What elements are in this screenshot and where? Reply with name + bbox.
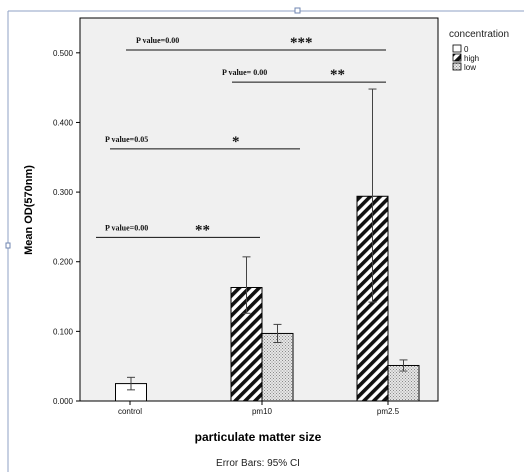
significance-stars: *** xyxy=(290,35,313,51)
x-tick-label: pm10 xyxy=(252,407,273,416)
x-axis: control pm10 pm2.5 xyxy=(118,401,400,416)
y-tick-label: 0.400 xyxy=(53,118,74,127)
x-axis-label: particulate matter size xyxy=(195,430,322,444)
p-value-label: P value=0.00 xyxy=(136,36,179,45)
legend-label: low xyxy=(464,63,476,72)
bar xyxy=(261,332,294,402)
legend-swatch xyxy=(452,44,462,53)
y-tick-label: 0.000 xyxy=(53,397,74,406)
legend-title: concentration xyxy=(449,29,509,40)
y-tick-label: 0.500 xyxy=(53,49,74,58)
error-bars-note: Error Bars: 95% CI xyxy=(216,458,300,469)
y-tick-label: 0.200 xyxy=(53,258,74,267)
legend-label: high xyxy=(464,54,479,63)
resize-handle-top[interactable] xyxy=(294,7,301,14)
legend-swatch xyxy=(452,62,462,71)
x-tick-label: pm2.5 xyxy=(377,407,400,416)
bars-layer xyxy=(115,88,420,402)
legend-label: 0 xyxy=(464,45,469,54)
x-tick-label: control xyxy=(118,407,142,416)
p-value-label: P value= 0.00 xyxy=(222,68,267,77)
legend-swatch xyxy=(452,53,462,62)
y-tick-label: 0.300 xyxy=(53,188,74,197)
significance-stars: ** xyxy=(195,222,210,238)
resize-handle-left[interactable] xyxy=(5,242,11,249)
y-axis-label: Mean OD(570nm) xyxy=(23,165,35,255)
p-value-label: P value=0.05 xyxy=(105,135,148,144)
significance-stars: * xyxy=(232,134,240,150)
p-value-label: P value=0.00 xyxy=(105,223,148,232)
significance-annotations: P value=0.00 ***P value= 0.00 **P value=0.… xyxy=(96,35,386,238)
y-axis: 0.000 0.100 0.200 0.300 0.400 0.500 xyxy=(53,49,80,406)
y-tick-label: 0.100 xyxy=(53,327,74,336)
significance-stars: ** xyxy=(330,67,345,83)
